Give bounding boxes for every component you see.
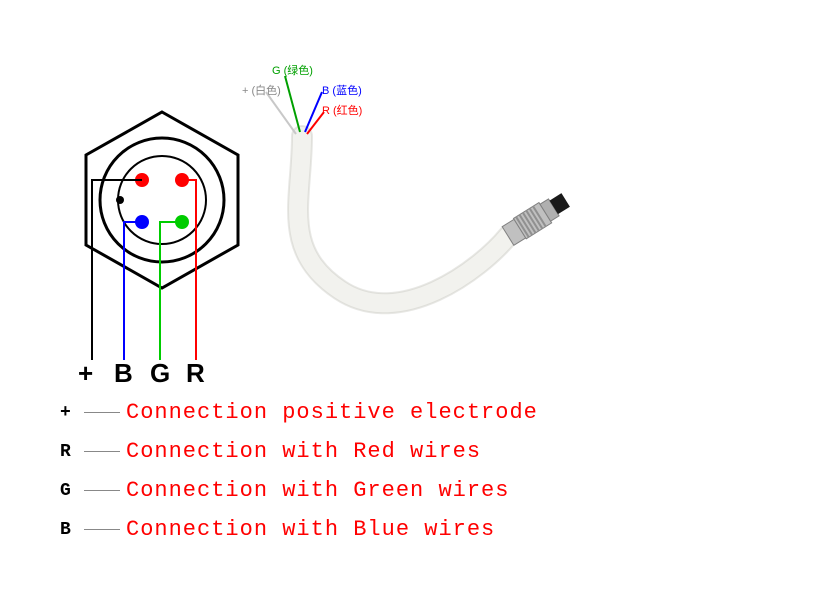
legend-key: G bbox=[60, 481, 84, 501]
aviation-connector bbox=[502, 190, 570, 246]
inner-circle bbox=[118, 156, 206, 244]
legend-text: Connection with Blue wires bbox=[126, 517, 495, 542]
legend-row-b: B Connection with Blue wires bbox=[60, 517, 538, 542]
legend-key: + bbox=[60, 403, 84, 423]
wire-tip-g bbox=[285, 76, 300, 132]
key-dot bbox=[116, 196, 124, 204]
legend-row-g: G Connection with Green wires bbox=[60, 478, 538, 503]
cable-label-g: G (绿色) bbox=[272, 62, 313, 78]
pin-label-g: G bbox=[150, 358, 170, 389]
legend-text: Connection with Green wires bbox=[126, 478, 509, 503]
pin-label-plus: + bbox=[78, 358, 93, 389]
cable-label-b: B (蓝色) bbox=[322, 82, 362, 98]
legend-dash bbox=[84, 529, 120, 530]
cable-label-plus: + (白色) bbox=[242, 82, 281, 98]
legend-key: R bbox=[60, 442, 84, 462]
cable-photo bbox=[250, 40, 570, 340]
legend: + Connection positive electrode R Connec… bbox=[60, 400, 538, 556]
legend-key: B bbox=[60, 520, 84, 540]
wire-b bbox=[124, 222, 142, 360]
legend-text: Connection positive electrode bbox=[126, 400, 538, 425]
pin-label-b: B bbox=[114, 358, 133, 389]
connector-diagram bbox=[20, 40, 280, 400]
legend-dash bbox=[84, 412, 120, 413]
cable-label-r: R (红色) bbox=[322, 102, 362, 118]
legend-row-plus: + Connection positive electrode bbox=[60, 400, 538, 425]
legend-text: Connection with Red wires bbox=[126, 439, 481, 464]
pin-label-r: R bbox=[186, 358, 205, 389]
legend-dash bbox=[84, 490, 120, 491]
legend-row-r: R Connection with Red wires bbox=[60, 439, 538, 464]
legend-dash bbox=[84, 451, 120, 452]
